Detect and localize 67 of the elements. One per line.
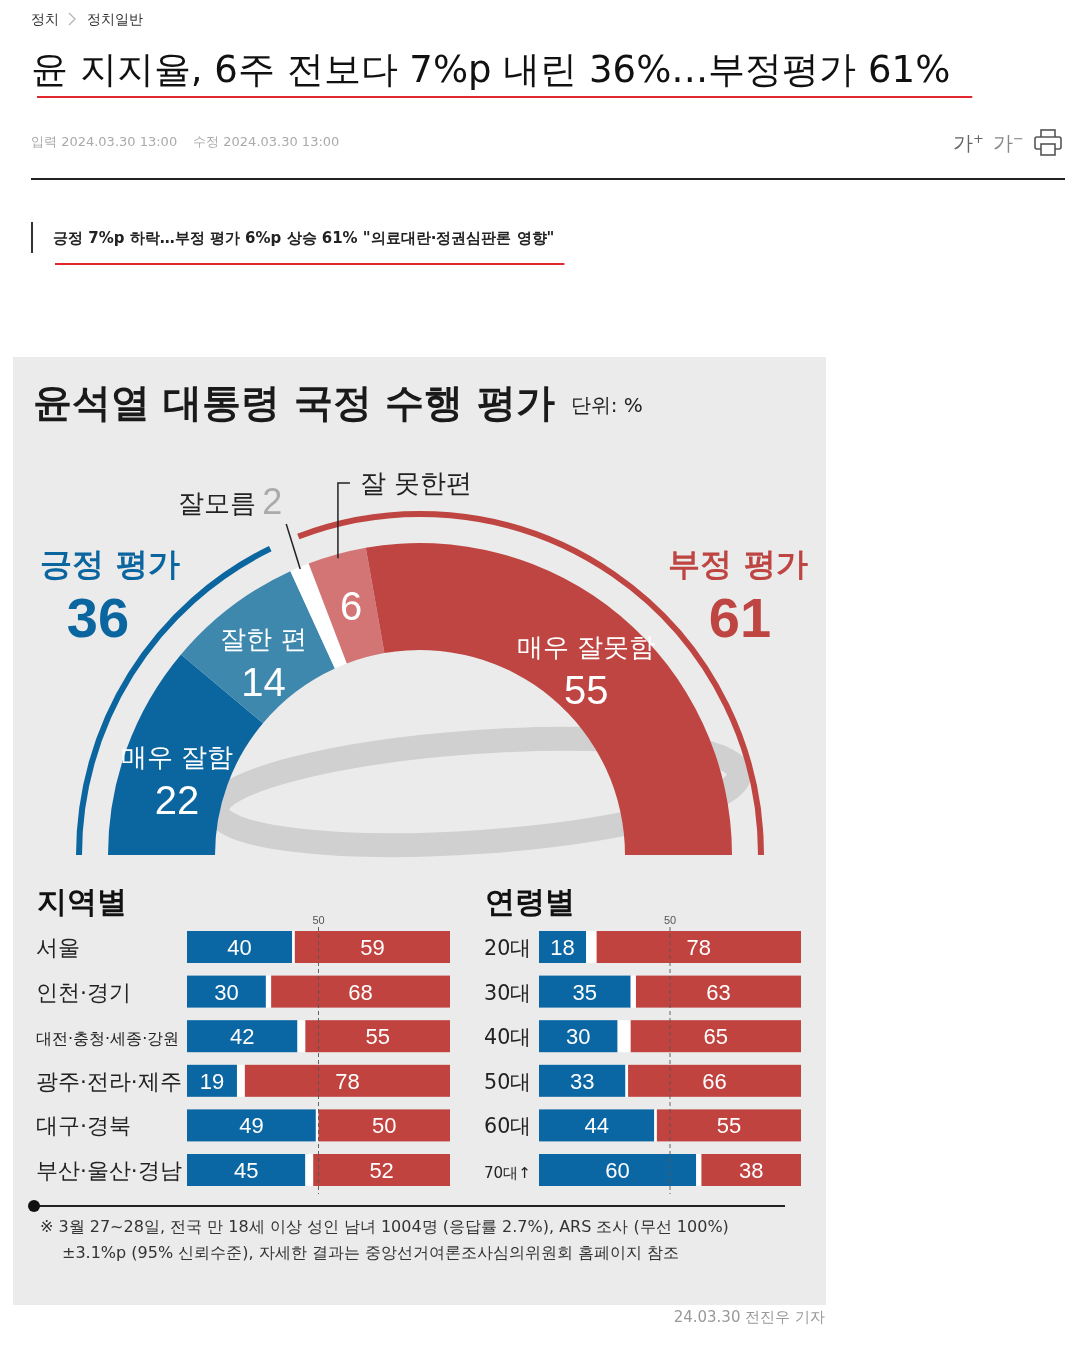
data-label: 78 [335,1068,360,1094]
y-tick-label: 40대 [484,1025,532,1050]
y-tick-label: 20대 [484,936,532,960]
slice-label: 매우 잘함 [120,741,234,772]
data-label: 68 [348,979,373,1005]
chart-title: 윤석열 대통령 국정 수행 평가 [33,380,555,425]
data-label: 42 [229,1024,255,1050]
data-label: 60 [605,1158,630,1183]
chart-title: 연령별 [485,884,575,919]
text: ※ 3월 27~28일, 전국 만 18세 이상 성인 남녀 1004명 (응답률 2.7%), ARS 조사 (무선 100%) [40,1217,729,1236]
text: 24.03.30 전진우 기자 [673,1308,825,1326]
text: 정치일반 [87,11,143,27]
text: 긍정 평가 [40,545,180,583]
data-label: 44 [584,1113,609,1139]
data-label: 66 [702,1068,727,1094]
data-label: 55 [563,667,609,712]
data-label: 50 [372,1113,397,1139]
y-tick-label: 60대 [484,1114,532,1139]
y-tick-label: 서울 [36,935,80,960]
data-label: 33 [569,1068,595,1094]
y-tick-label: 부산·울산·경남 [36,1158,182,1183]
data-label: 6 [339,583,363,628]
text: 윤 지지율, 6주 전보다 7%p 내린 36%…부정평가 61% [31,48,951,91]
data-label: 30 [566,1024,591,1050]
ref-line-label: 50 [312,914,325,926]
data-label: 18 [550,935,575,960]
chart-title: 지역별 [37,884,127,919]
slice-label: 잘한 편 [220,624,307,655]
text: 입력 2024.03.30 13:00 [31,134,178,149]
text: 긍정 7%p 하락…부정 평가 6%p 상승 61% "의료대란·정권심판론 영향" [53,229,555,247]
text: 36 [66,586,130,649]
y-tick-label: 50대 [484,1069,532,1094]
slice-label: 잘 못한편 [359,468,473,498]
data-label: 30 [214,979,239,1005]
data-label: 14 [241,660,286,705]
data-label: 55 [716,1113,742,1139]
slice-label: 매우 잘못함 [517,631,656,662]
data-label: 22 [154,777,200,822]
data-label: 2 [262,481,283,523]
y-tick-label: 인천·경기 [36,979,131,1005]
data-label: 55 [365,1024,390,1050]
data-label: 78 [686,935,712,960]
text: ±3.1%p (95% 신뢰수준), 자세한 결과는 중앙선거여론조사심의위원회 홈페이지 참조 [62,1243,679,1262]
ref-line-label: 50 [663,914,677,926]
data-label: 65 [703,1024,729,1050]
text: 가$^{+}$ [953,130,984,155]
y-tick-label: 대구·경북 [36,1113,131,1139]
y-tick-label: 광주·전라·제주 [36,1068,182,1094]
text: 정치 [31,11,59,27]
data-label: 63 [706,979,731,1005]
y-tick-label: 대전·충청·세종·강원 [36,1029,180,1049]
text: 가$^{−}$ [993,130,1024,155]
data-label: 40 [227,935,252,960]
data-label: 19 [199,1068,225,1094]
data-label: 38 [738,1158,764,1183]
data-label: 45 [233,1158,259,1183]
text: 수정 2024.03.30 13:00 [193,134,340,149]
text: 61 [708,586,772,649]
data-label: 35 [572,979,598,1005]
data-label: 52 [369,1158,394,1183]
data-label: 59 [360,935,385,960]
slice-label: 잘모름 [178,488,257,519]
text: 부정 평가 [668,545,808,583]
data-label: 49 [239,1113,264,1139]
y-tick-label: 30대 [484,980,532,1005]
chart-subtitle: 단위: % [570,393,643,417]
y-tick-label: 70대↑ [484,1164,531,1182]
